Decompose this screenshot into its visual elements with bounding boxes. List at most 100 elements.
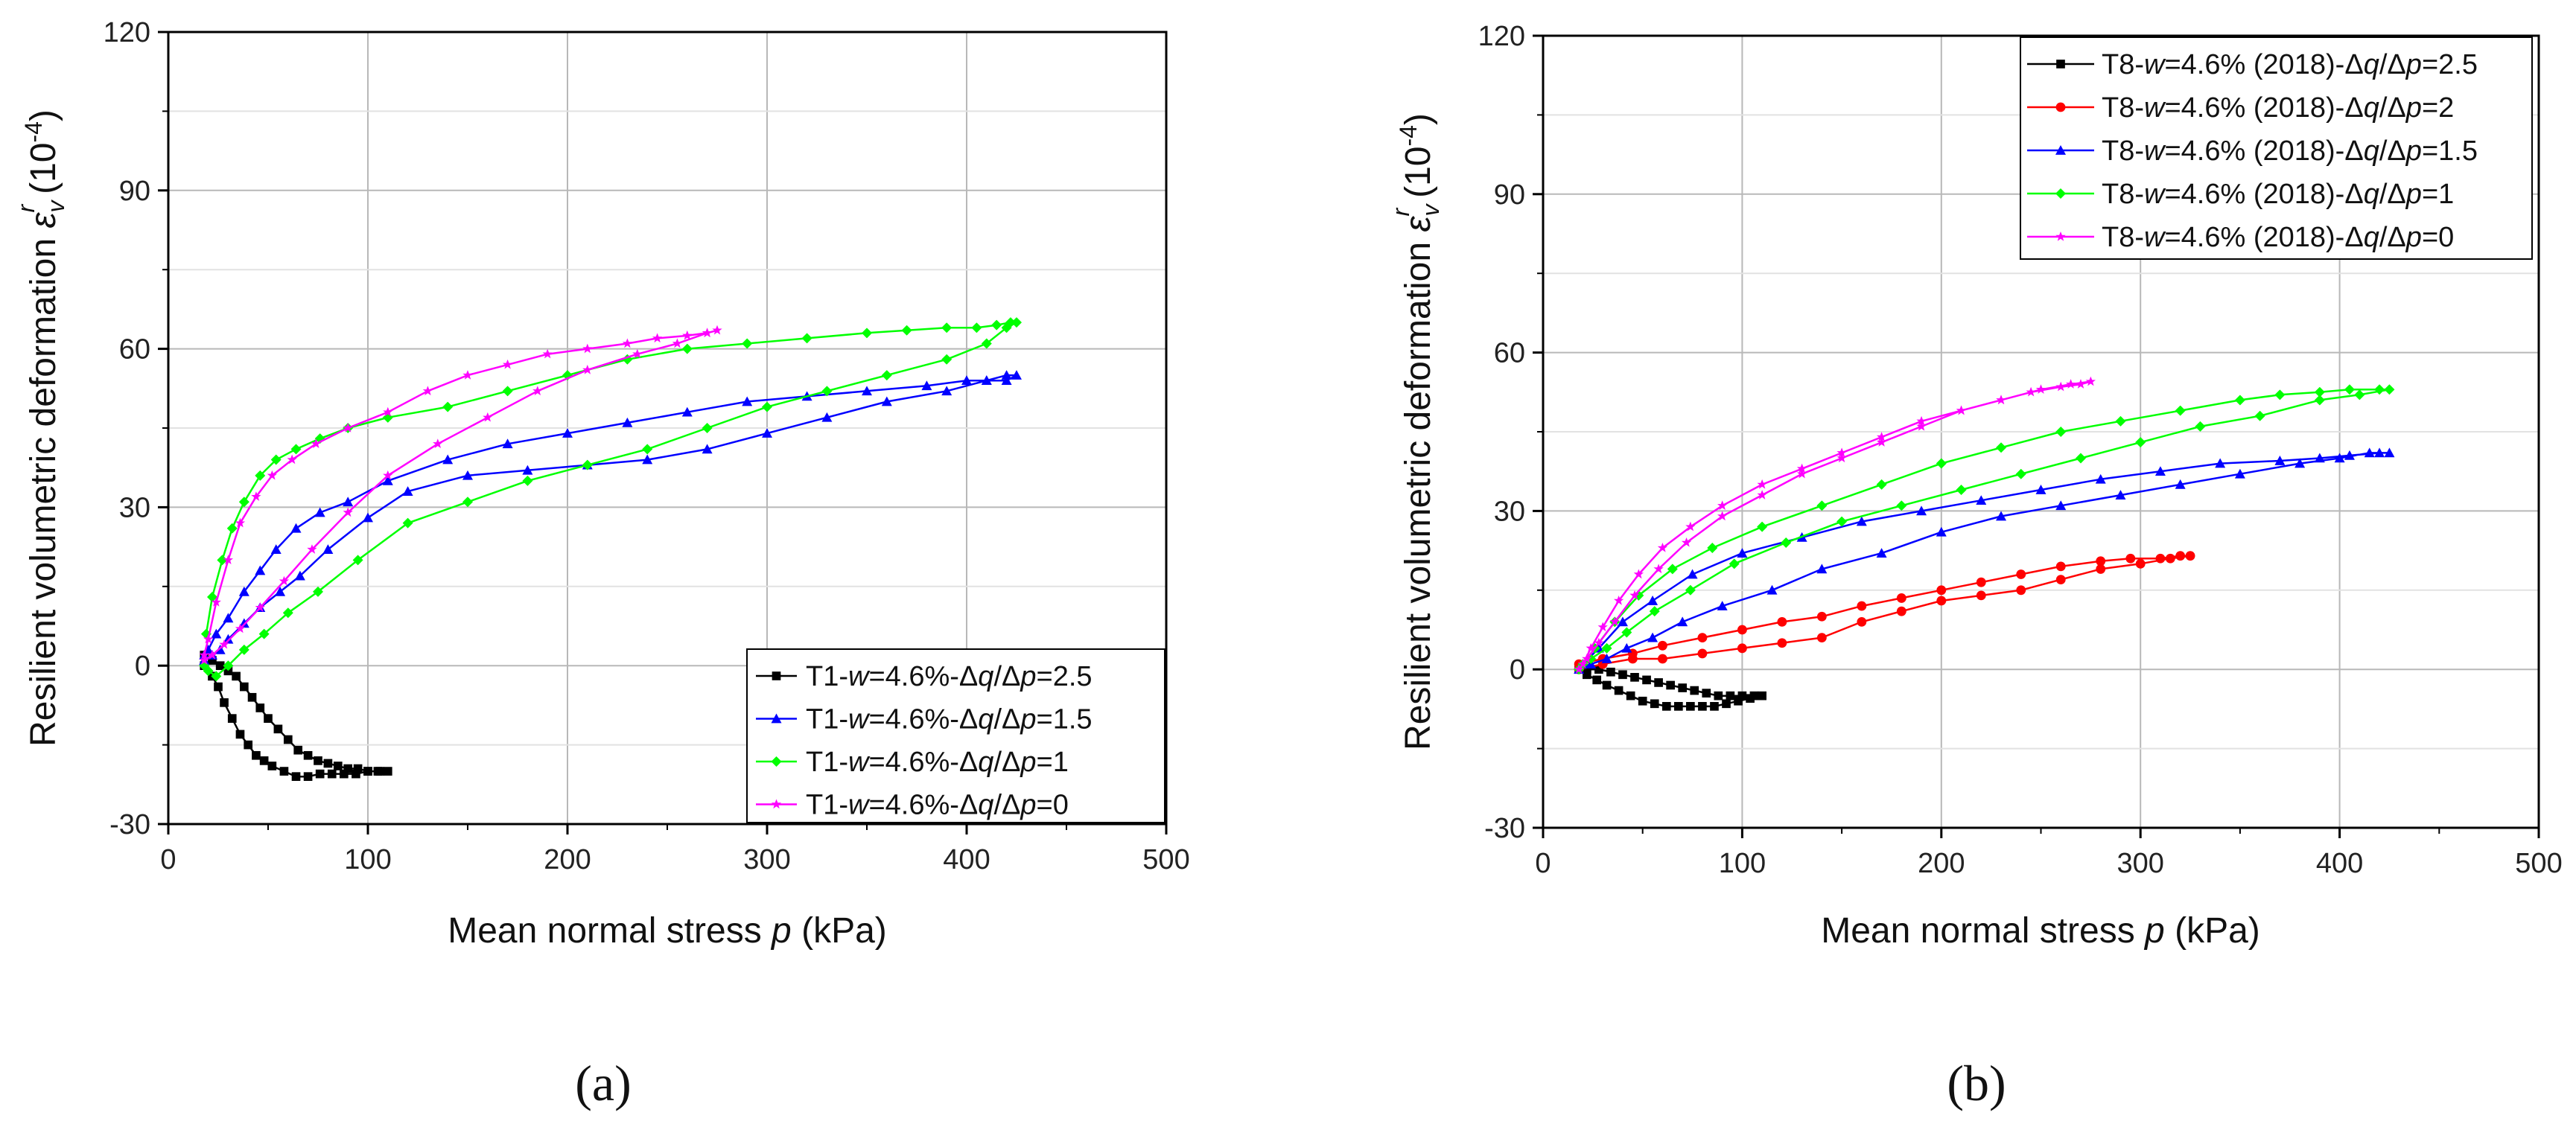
chart-b-legend-label: T8-w=4.6% (2018)-Δq/Δp=2 — [2102, 92, 2454, 124]
chart-a-series-blue — [199, 370, 1022, 665]
chart-b-point-black — [1642, 675, 1651, 685]
chart-a-series-green — [199, 317, 1022, 682]
chart-a-point-black — [323, 759, 333, 768]
chart-a-point-black — [252, 750, 261, 760]
chart-b-point-black — [1630, 673, 1639, 682]
chart-b-point-green — [1781, 537, 1792, 548]
chart-b-point-red — [2016, 585, 2026, 596]
chart-b-point-black — [1666, 680, 1675, 690]
chart-b-legend-item-green: T8-w=4.6% (2018)-Δq/Δp=1 — [2027, 179, 2454, 210]
chart-b-legend-label: T8-w=4.6% (2018)-Δq/Δp=0 — [2102, 222, 2454, 253]
chart-b-legend-marker — [2055, 102, 2066, 112]
chart-b-series-magenta — [1574, 376, 2096, 674]
chart-b-point-green — [1936, 458, 1947, 469]
chart-a-point-black — [220, 698, 229, 707]
chart-b-point-red — [1976, 590, 1986, 601]
chart-a-series-line-magenta — [203, 329, 719, 662]
chart-a-legend: T1-w=4.6%-Δq/Δp=2.5 T1-w=4.6%-Δq/Δp=1.5 T1… — [746, 648, 1165, 823]
chart-a-point-blue — [290, 523, 302, 533]
chart-a-point-black — [383, 767, 392, 776]
chart-b-x-axis-label: Mean normal stress p (kPa) — [1821, 911, 2260, 951]
chart-b-point-black — [1749, 691, 1759, 700]
chart-a-series-magenta — [199, 325, 722, 665]
chart-b-point-red — [1896, 593, 1906, 603]
chart-a-point-black — [240, 682, 249, 692]
chart-a-series-line-green — [203, 321, 1018, 677]
chart-b-point-black — [1614, 686, 1623, 695]
chart-b-point-red — [1777, 638, 1787, 648]
chart-b-point-red — [2175, 551, 2186, 561]
chart-b-point-blue — [1687, 569, 1698, 579]
chart-b-y-tick-label: 90 — [1494, 179, 1525, 211]
chart-b-point-red — [1816, 633, 1827, 643]
chart-b-point-green — [2175, 405, 2186, 416]
chart-b-point-red — [2055, 575, 2066, 585]
chart-b-point-red — [2055, 561, 2066, 572]
chart-b-point-green — [2254, 410, 2265, 421]
chart-a-point-black — [214, 682, 223, 692]
chart-b-point-red — [1896, 606, 1906, 616]
chart-b-legend-item-red: T8-w=4.6% (2018)-Δq/Δp=2 — [2027, 92, 2454, 124]
chart-b-y-tick-label: 30 — [1494, 496, 1525, 527]
chart-a-point-black — [315, 769, 325, 779]
chart-b-y-ticks: -30 0 30 60 90 120 — [1478, 21, 1543, 844]
chart-a-point-black — [293, 745, 303, 755]
chart-a-point-black — [235, 730, 245, 739]
chart-a-point-blue — [363, 512, 373, 523]
chart-b-point-black — [1702, 689, 1711, 698]
chart-a-point-black — [244, 740, 253, 750]
chart-a-point-green — [681, 343, 693, 354]
chart-b-point-green — [2344, 384, 2355, 395]
chart-a-point-blue — [223, 613, 234, 623]
chart-a-y-tick-label: 60 — [119, 334, 150, 366]
chart-a-legend-item-green: T1-w=4.6%-Δq/Δp=1 — [756, 747, 1069, 778]
chart-b-x-tick-label: 500 — [2515, 848, 2562, 879]
chart-a-y-axis-label: Resilient volumetric deformation εvr(10-… — [13, 109, 69, 747]
chart-a-x-axis-label: Mean normal stress p (kPa) — [448, 911, 887, 951]
chart-b-point-blue — [1647, 632, 1659, 642]
chart-b-point-black — [1592, 675, 1602, 685]
chart-a-point-green — [702, 423, 713, 433]
chart-a-x-tick-label: 500 — [1142, 844, 1189, 875]
chart-b-point-green — [1757, 521, 1768, 532]
chart-a-legend-item-blue: T1-w=4.6%-Δq/Δp=1.5 — [756, 704, 1093, 735]
chart-a-legend-label: T1-w=4.6%-Δq/Δp=1.5 — [806, 704, 1093, 735]
chart-a-point-black — [255, 703, 265, 712]
chart-b-point-green — [1996, 442, 2007, 453]
chart-a-series — [199, 317, 1022, 781]
chart-b-point-black — [1650, 699, 1659, 709]
chart-a-series-line-blue — [203, 374, 1018, 662]
chart-b-y-tick-label: -30 — [1484, 813, 1525, 844]
chart-a-point-black — [283, 735, 293, 744]
chart-a-point-green — [238, 497, 249, 508]
chart-b-point-black — [1606, 667, 1615, 677]
chart-a-point-black — [343, 764, 353, 773]
chart-a-point-black — [232, 671, 241, 681]
chart-b-point-green — [2055, 427, 2067, 437]
chart-b-point-black — [1618, 670, 1627, 680]
chart-a-legend-label: T1-w=4.6%-Δq/Δp=1 — [806, 747, 1069, 778]
chart-b-point-black — [1638, 696, 1647, 706]
chart-a-point-black — [227, 714, 237, 723]
chart-a-point-green — [901, 325, 912, 336]
chart-a-y-tick-label: -30 — [109, 809, 150, 840]
chart-b-series-red — [1574, 551, 2195, 674]
chart-b-point-green — [2314, 386, 2325, 398]
chart-b-series-line-magenta — [1578, 380, 2092, 670]
chart-a-series-black — [200, 651, 392, 781]
panel-label-b: (b) — [1947, 1055, 2006, 1111]
chart-a-point-black — [333, 762, 343, 770]
chart-b-point-red — [2016, 569, 2026, 579]
chart-b-series — [1574, 376, 2395, 711]
chart-b-point-green — [2015, 468, 2026, 479]
chart-b-point-black — [1722, 699, 1731, 709]
chart-a-point-green — [971, 322, 982, 333]
chart-a-point-black — [373, 767, 383, 776]
chart-b-point-red — [2135, 558, 2146, 569]
chart-b: 0 100 200 300 400 500 -30 0 30 60 90 120 Mean norm… — [1387, 21, 2563, 1111]
chart-b-point-red — [1816, 611, 1827, 622]
chart-a-point-green — [522, 475, 533, 486]
chart-b-point-red — [1936, 585, 1947, 596]
chart-a-legend-item-black: T1-w=4.6%-Δq/Δp=2.5 — [756, 661, 1093, 692]
chart-a-point-blue — [343, 497, 354, 507]
